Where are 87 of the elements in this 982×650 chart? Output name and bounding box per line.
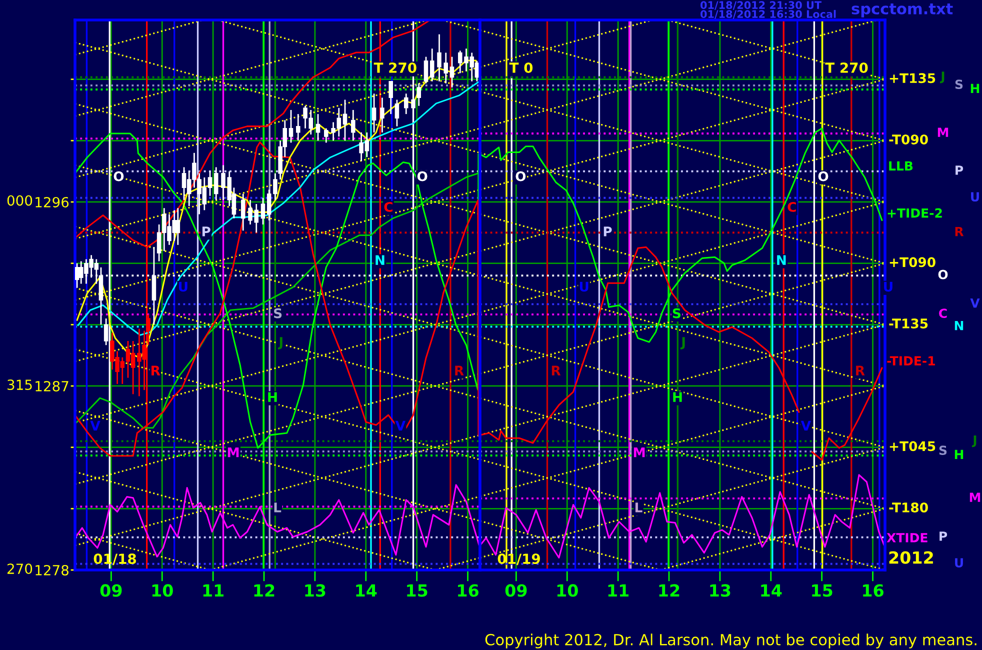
annotation: V [395, 420, 406, 431]
annotation: P [202, 226, 210, 236]
y-tick-label: 1296 [36, 196, 69, 208]
annotation: N [777, 255, 786, 265]
annotation: V [800, 420, 811, 431]
ref-line-label: S [939, 446, 947, 456]
ref-line-label: S [955, 80, 963, 90]
annotation: O [516, 171, 526, 182]
x-tick-label: 11 [203, 584, 224, 597]
text: 01/18/2012 21:30 UT [700, 1, 822, 10]
x-tick-label: 10 [152, 584, 173, 597]
ref-line-label: H [970, 84, 980, 93]
annotation: +T045 [890, 441, 936, 452]
x-tick-label: 16 [458, 584, 478, 597]
x-tick-label: 12 [254, 584, 274, 597]
annotation: +T135 [890, 73, 936, 84]
text: 01/18/2012 16:30 Local [700, 10, 836, 19]
x-tick-label: 15 [407, 584, 428, 597]
x-tick-label: 14 [761, 584, 782, 597]
series-label: -TIDE-1 [887, 356, 935, 366]
annotation: V [90, 420, 100, 431]
annotation: R [455, 366, 464, 376]
annotation: U [884, 282, 892, 292]
annotation: M [634, 447, 645, 458]
ref-line-label: P [940, 532, 948, 541]
annotation: -T135 [889, 318, 928, 328]
annotation: H [673, 392, 682, 402]
x-tick-label: 13 [305, 584, 326, 597]
ref-line-label: O [938, 270, 948, 280]
annotation: S [274, 308, 282, 318]
annotation: S [672, 308, 680, 318]
ref-line-label: T 270 [374, 62, 416, 73]
annotation: L [274, 502, 282, 512]
text: 315 [8, 380, 32, 390]
annotation: J [680, 337, 685, 350]
x-tick-label: 16 [863, 584, 884, 597]
text: LLB [889, 161, 913, 170]
x-tick-label: 09 [100, 584, 122, 597]
ref-line-label: P [956, 166, 964, 175]
text: spcctom.txt [852, 3, 953, 18]
annotation: R [856, 366, 865, 376]
ref-line-label: V [970, 298, 980, 308]
annotation: R [152, 366, 160, 376]
annotation: O [114, 171, 124, 182]
x-tick-label: 10 [557, 584, 578, 597]
annotation: R [552, 366, 561, 376]
text: 2012 [889, 551, 933, 564]
ref-line-label: M [938, 128, 948, 137]
y-tick-label: 1278 [36, 564, 68, 576]
ref-line-label: C [939, 308, 947, 318]
series-label: +TIDE-2 [888, 208, 942, 218]
ref-line-label: T 0 [509, 62, 533, 73]
x-tick-label: 13 [710, 584, 730, 597]
annotation: U [580, 282, 588, 292]
x-tick-label: 09 [505, 584, 527, 597]
ref-line-label: H [954, 450, 964, 459]
ref-line-label: J [940, 72, 944, 84]
annotation: H [268, 392, 277, 402]
ref-line-label: J [972, 436, 976, 448]
annotation: U [179, 282, 188, 292]
ref-line-label: M [970, 492, 980, 502]
ref-line-label: T 270 [825, 62, 868, 73]
x-tick-label: 11 [608, 584, 629, 597]
text: Copyright 2012, Dr. Al Larson. May not be copied by any means. [485, 634, 976, 648]
text: 270 [8, 564, 32, 574]
annotation: M [228, 447, 239, 458]
annotation: J [278, 337, 282, 350]
annotation: C [384, 202, 392, 212]
x-tick-label: 15 [812, 584, 832, 597]
annotation: P [604, 226, 612, 236]
text: 000 [7, 195, 32, 206]
annotation: -T090 [889, 134, 928, 144]
ref-line-label: R [955, 226, 964, 236]
x-tick-label: 12 [659, 584, 680, 597]
ref-line-label: N [954, 321, 964, 330]
annotation: C [788, 202, 796, 212]
annotation: O [818, 171, 828, 182]
annotation: L [635, 502, 642, 512]
x-tick-label: 14 [356, 584, 377, 597]
annotation: +T090 [890, 257, 936, 268]
annotation: N [376, 255, 384, 265]
annotation: -T180 [889, 502, 928, 512]
series-label: XTIDE [886, 533, 928, 542]
annotation: O [417, 171, 428, 182]
ref-line-label: U [955, 558, 963, 568]
y-tick-label: 1287 [36, 380, 68, 392]
ref-line-label: U [971, 192, 979, 202]
